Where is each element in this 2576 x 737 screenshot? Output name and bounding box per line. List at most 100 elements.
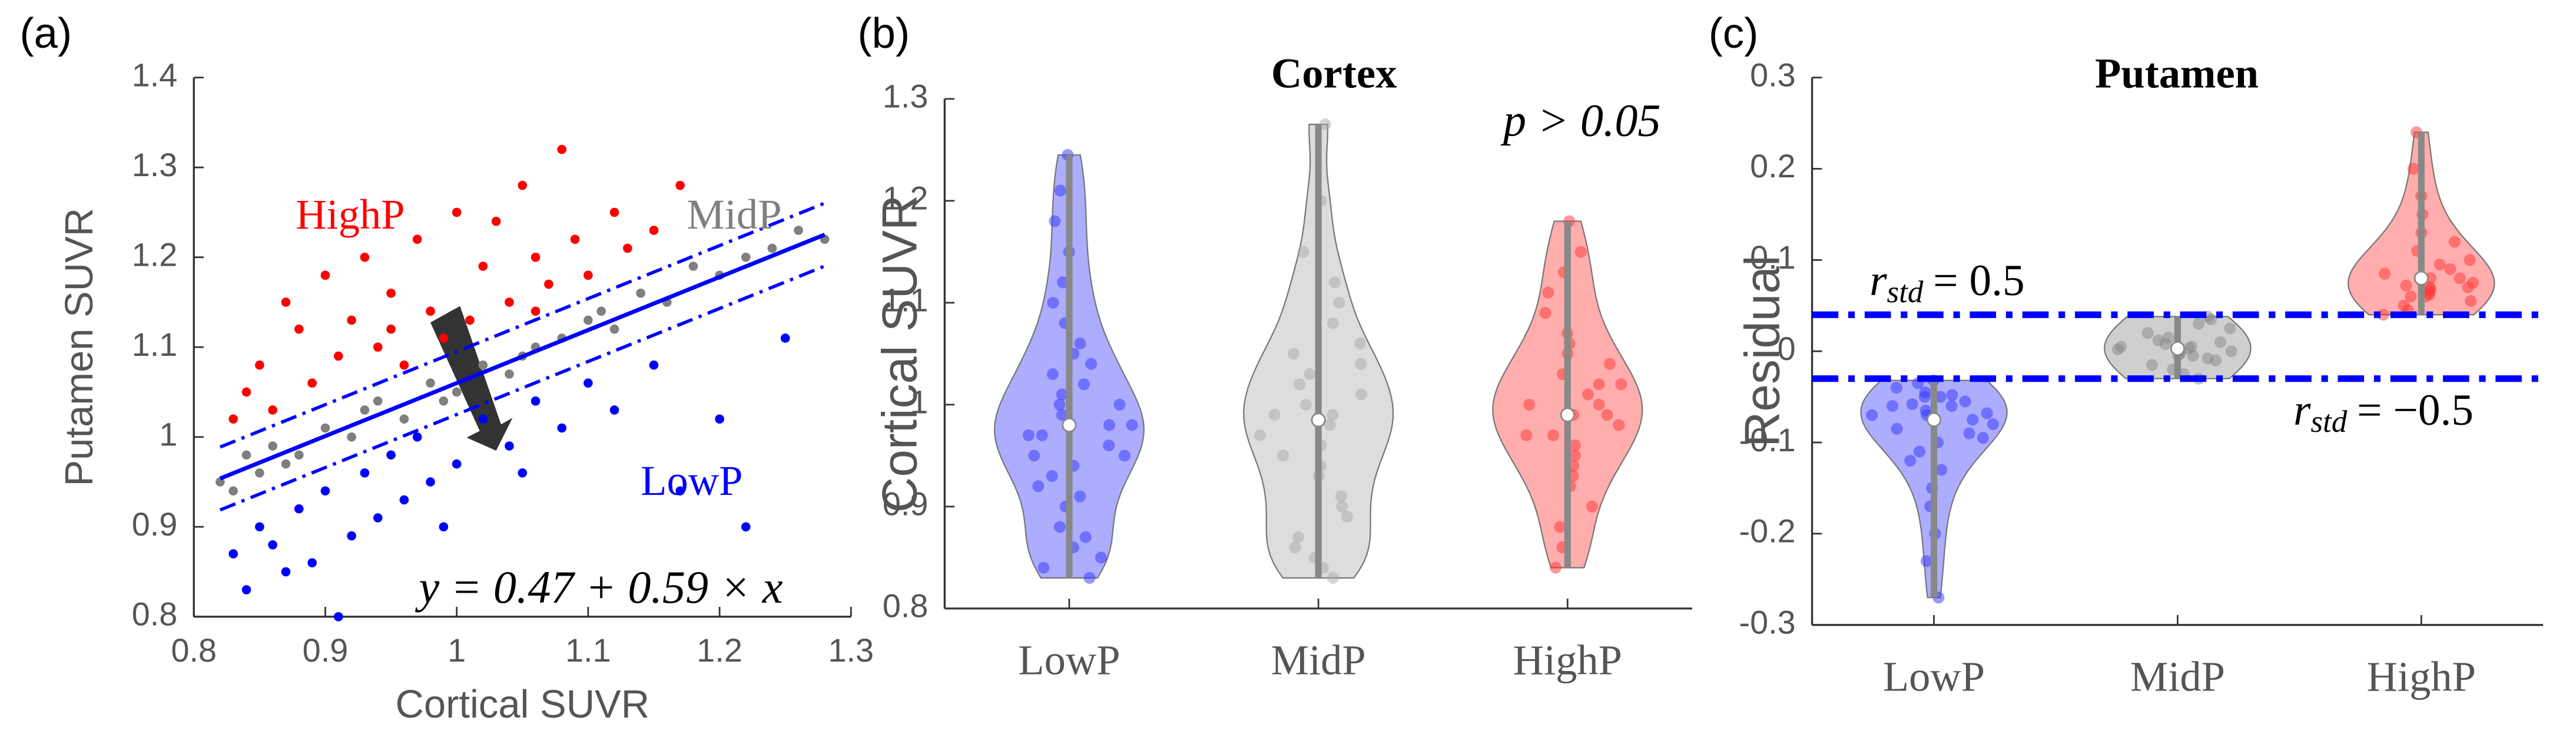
jitter-point bbox=[2448, 236, 2461, 248]
scatter-point bbox=[307, 378, 317, 388]
scatter-point bbox=[294, 450, 304, 460]
x-tick-label: 1.3 bbox=[828, 632, 874, 669]
jitter-point bbox=[1582, 388, 1594, 401]
scatter-point bbox=[294, 324, 304, 334]
jitter-point bbox=[1049, 215, 1061, 227]
scatter-point bbox=[386, 324, 396, 334]
scatter-point bbox=[241, 585, 251, 594]
x-tick-label: MidP bbox=[2130, 652, 2225, 700]
symbol: r bbox=[1869, 256, 1887, 305]
jitter-point bbox=[1913, 445, 1926, 458]
y-tick-label: 0.8 bbox=[883, 587, 929, 624]
scatter-point bbox=[649, 360, 659, 370]
jitter-point bbox=[2115, 341, 2127, 353]
jitter-point bbox=[1906, 398, 1918, 411]
y-tick-label: 0.9 bbox=[883, 485, 929, 523]
scatter-point bbox=[491, 216, 501, 226]
chart-title: Cortex bbox=[1271, 49, 1397, 97]
scatter-point bbox=[741, 252, 751, 262]
scatter-point bbox=[741, 522, 751, 532]
scatter-point bbox=[439, 396, 449, 406]
jitter-point bbox=[1520, 429, 1533, 441]
jitter-point bbox=[1554, 521, 1566, 533]
jitter-point bbox=[1022, 429, 1035, 441]
y-tick-label: 0.2 bbox=[1750, 147, 1796, 184]
scatter-point bbox=[570, 234, 580, 244]
jitter-point bbox=[2407, 163, 2419, 175]
threshold-value: = −0.5 bbox=[2357, 386, 2474, 435]
x-axis-label: Cortical SUVR bbox=[395, 682, 649, 726]
jitter-point bbox=[2462, 281, 2474, 293]
jitter-point bbox=[1981, 407, 1993, 419]
subscript: std bbox=[1887, 275, 1924, 309]
y-tick-label: 1.1 bbox=[883, 282, 929, 319]
scatter-point bbox=[373, 342, 383, 352]
jitter-point bbox=[1057, 276, 1069, 289]
jitter-point bbox=[2187, 349, 2199, 362]
scatter-point bbox=[452, 459, 462, 469]
panel-label: (a) bbox=[19, 9, 72, 57]
jitter-point bbox=[1341, 511, 1353, 523]
series-label: LowP bbox=[641, 457, 742, 504]
scatter-point bbox=[649, 226, 659, 235]
y-tick-label: -0.2 bbox=[1739, 513, 1796, 550]
scatter-point bbox=[320, 486, 330, 496]
scatter-point bbox=[636, 288, 645, 298]
scatter-point bbox=[623, 243, 632, 253]
scatter-point bbox=[584, 270, 593, 280]
jitter-point bbox=[1886, 400, 1899, 412]
y-tick-label: 1.1 bbox=[132, 326, 178, 363]
scatter-point bbox=[281, 567, 291, 577]
jitter-point bbox=[1523, 398, 1536, 411]
scatter-point bbox=[255, 468, 264, 478]
scatter-point bbox=[320, 423, 330, 433]
scatter-point bbox=[228, 414, 238, 424]
scatter-point bbox=[675, 180, 685, 190]
scatter-point bbox=[281, 459, 291, 469]
scatter-point bbox=[412, 432, 422, 442]
y-tick-label: 0 bbox=[1778, 330, 1796, 367]
jitter-point bbox=[1289, 541, 1301, 554]
y-tick-label: 0.9 bbox=[132, 505, 178, 543]
scatter-point bbox=[268, 405, 277, 415]
jitter-point bbox=[1036, 429, 1048, 441]
series-label: HighP bbox=[296, 190, 405, 238]
jitter-point bbox=[1918, 391, 1931, 403]
jitter-point bbox=[2398, 299, 2410, 312]
jitter-point bbox=[1967, 414, 1979, 426]
scatter-point bbox=[373, 513, 383, 523]
median bbox=[2170, 341, 2185, 356]
jitter-point bbox=[1593, 378, 1605, 391]
scatter-point bbox=[531, 396, 541, 406]
x-tick-label: 1.2 bbox=[697, 632, 742, 669]
scatter-point bbox=[584, 315, 593, 325]
threshold-label: rstd = −0.5 bbox=[2293, 386, 2474, 439]
scatter-point bbox=[609, 405, 619, 415]
x-tick-label: 1 bbox=[447, 632, 466, 669]
jitter-point bbox=[1078, 378, 1090, 391]
jitter-point bbox=[2434, 259, 2446, 271]
jitter-point bbox=[2379, 267, 2391, 280]
subscript: std bbox=[2310, 405, 2347, 439]
jitter-point bbox=[2162, 331, 2174, 344]
y-tick-label: 0.3 bbox=[1750, 56, 1796, 93]
scatter-point bbox=[505, 369, 514, 379]
equation: y = 0.47 + 0.59 × x bbox=[415, 561, 783, 613]
scatter-point bbox=[426, 306, 435, 316]
x-tick-label: MidP bbox=[1271, 636, 1365, 683]
scatter-point bbox=[241, 387, 251, 397]
jitter-point bbox=[1328, 276, 1341, 289]
jitter-point bbox=[1946, 389, 1958, 401]
jitter-point bbox=[1079, 531, 1092, 543]
scatter-point bbox=[281, 298, 291, 307]
x-tick-label: HighP bbox=[1513, 636, 1622, 683]
jitter-point bbox=[1268, 409, 1281, 421]
scatter-point bbox=[399, 495, 409, 505]
jitter-point bbox=[1547, 429, 1560, 441]
scatter-point bbox=[715, 414, 724, 424]
jitter-point bbox=[1891, 422, 1903, 435]
threshold-label: rstd = 0.5 bbox=[1869, 256, 2024, 309]
y-axis-label: Residual bbox=[1735, 255, 1790, 447]
jitter-point bbox=[1987, 418, 1999, 431]
